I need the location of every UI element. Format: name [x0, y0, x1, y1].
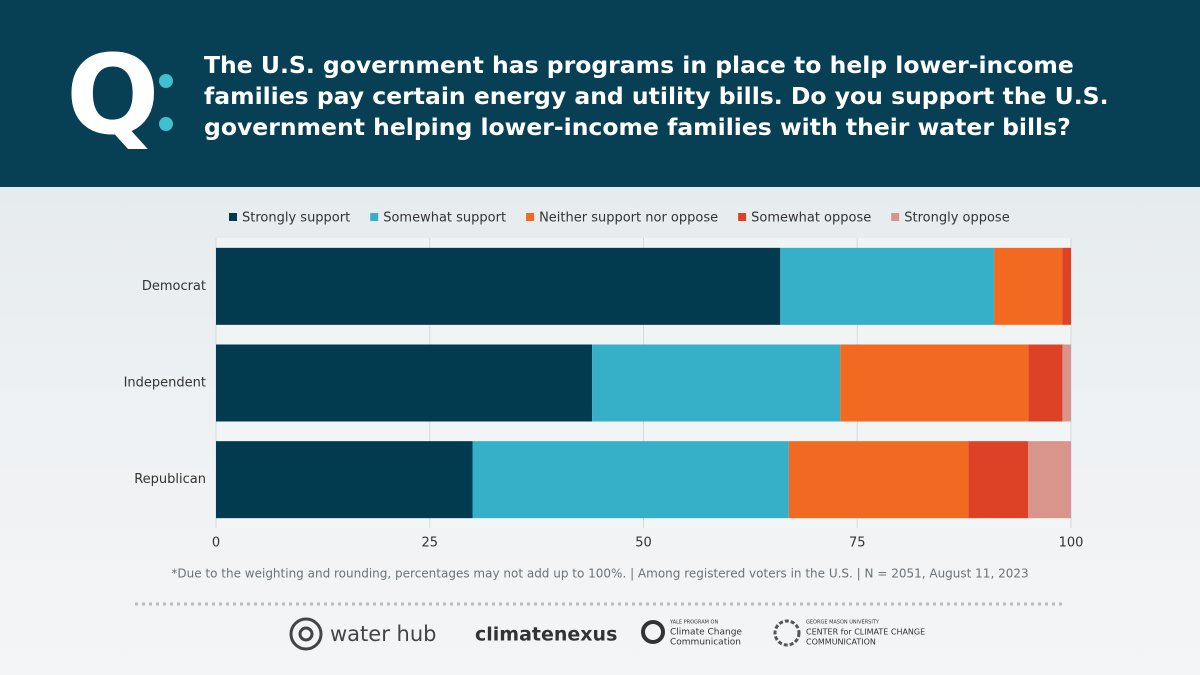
- logo-text: COMMUNICATION: [806, 638, 876, 647]
- legend-swatch: [738, 213, 747, 221]
- q-dot: [159, 74, 173, 88]
- y-tick-label: Republican: [134, 472, 206, 487]
- logo-text: water hub: [330, 622, 436, 646]
- bar-segment: [968, 441, 1029, 519]
- legend-label: Somewhat oppose: [751, 211, 871, 226]
- x-tick-label: 25: [421, 536, 438, 551]
- legend-swatch: [891, 213, 900, 221]
- q-mark: Q: [66, 31, 160, 159]
- logo-text: Communication: [670, 638, 741, 648]
- bar-segment: [840, 344, 1029, 422]
- legend-label: Strongly support: [242, 211, 350, 226]
- bar-segment: [216, 247, 781, 325]
- x-tick-label: 0: [212, 536, 220, 551]
- bar-segment: [788, 441, 969, 519]
- legend-swatch: [229, 213, 237, 221]
- logo-icon: [289, 617, 323, 651]
- bar-segment: [1062, 344, 1071, 422]
- footnote: *Due to the weighting and rounding, perc…: [171, 567, 1028, 581]
- legend-label: Neither support nor oppose: [539, 211, 718, 226]
- logo-water-hub: water hub: [289, 617, 436, 651]
- bar-segment: [472, 441, 789, 519]
- x-tick-label: 100: [1059, 536, 1084, 551]
- logo-icon: [773, 619, 801, 647]
- logo-text: climatenexus: [475, 624, 617, 646]
- header: [0, 0, 1200, 187]
- legend-label: Somewhat support: [383, 211, 506, 226]
- bar-segment: [216, 344, 593, 422]
- q-dot: [159, 117, 173, 131]
- question-title: The U.S. government has programs in plac…: [204, 51, 1109, 141]
- y-tick-label: Independent: [124, 376, 206, 391]
- logo-icon: [298, 626, 314, 642]
- legend-swatch: [370, 213, 379, 221]
- legend-label: Strongly oppose: [904, 211, 1009, 226]
- legend-swatch: [526, 213, 535, 221]
- bar-segment: [1028, 344, 1063, 422]
- logo-text: Climate Change: [670, 628, 742, 638]
- logo-text: CENTER for CLIMATE CHANGE: [806, 628, 925, 637]
- x-tick-label: 75: [849, 536, 866, 551]
- bar-segment: [1062, 247, 1071, 325]
- logo-icon: [641, 620, 665, 644]
- bar-segment: [592, 344, 841, 422]
- bar-segment: [780, 247, 995, 325]
- logo-text: YALE PROGRAM ON: [669, 620, 718, 626]
- y-tick-label: Democrat: [142, 279, 206, 294]
- x-tick-label: 50: [635, 536, 652, 551]
- logo-text: GEORGE MASON UNIVERSITY: [806, 620, 880, 626]
- bar-segment: [216, 441, 473, 519]
- bar-segment: [994, 247, 1063, 325]
- bar-segment: [1028, 441, 1071, 519]
